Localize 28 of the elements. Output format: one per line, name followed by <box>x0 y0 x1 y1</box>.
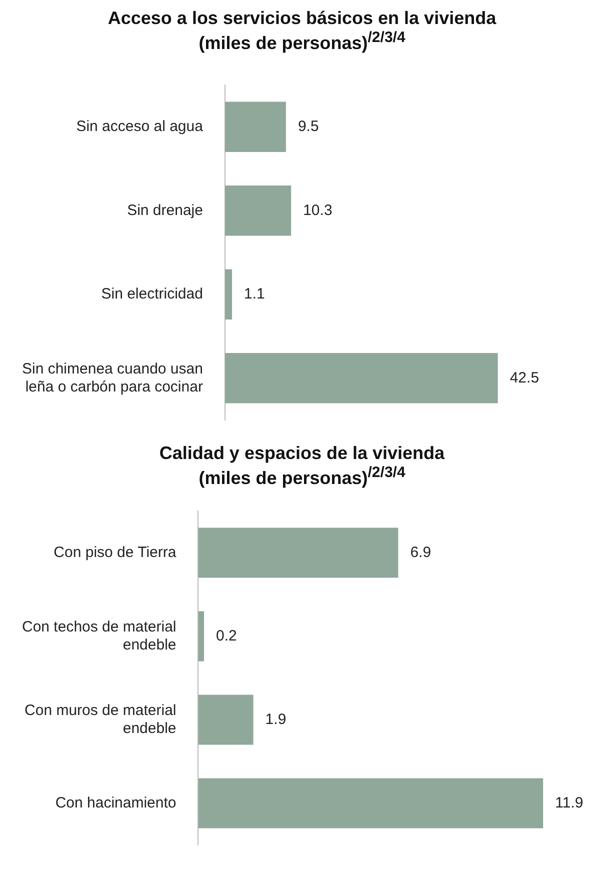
bar <box>224 102 286 152</box>
data-label: 10.3 <box>303 202 332 219</box>
bar <box>198 778 544 828</box>
data-label: 1.9 <box>265 710 286 728</box>
bar <box>198 694 254 745</box>
y-tick-label: Con techos de material endeble <box>22 618 176 654</box>
data-label: 42.5 <box>510 369 540 386</box>
bar <box>224 186 292 236</box>
bar <box>224 269 232 320</box>
y-tick-label: Sin acceso al agua <box>76 118 204 136</box>
y-tick-label: Con hacinamiento <box>55 794 176 812</box>
y-tick-label: Sin chimenea cuando usan leña o carbón para cocinar <box>22 360 203 396</box>
bar <box>224 353 498 404</box>
data-label: 1.1 <box>244 286 265 303</box>
bar <box>198 528 398 578</box>
data-label: 9.5 <box>298 118 319 136</box>
chart-subtitle: (miles de personas)$^{/2/3/4}$ <box>198 28 406 53</box>
y-tick-label: Sin drenaje <box>127 202 203 219</box>
chart-title: Calidad y espacios de la vivienda <box>158 443 446 463</box>
data-label: 0.2 <box>216 627 237 644</box>
y-tick-label: Sin electricidad <box>101 286 203 303</box>
data-label: 6.9 <box>410 544 432 561</box>
data-label: 11.9 <box>555 794 584 812</box>
y-tick-label: Con muros de material endeble <box>24 702 176 737</box>
chart-title: Acceso a los servicios básicos en la vivienda <box>106 8 498 28</box>
chart-subtitle: (miles de personas)$^{/2/3/4}$ <box>198 463 406 488</box>
y-tick-label: Con piso de Tierra <box>54 544 177 561</box>
bar <box>198 611 204 662</box>
